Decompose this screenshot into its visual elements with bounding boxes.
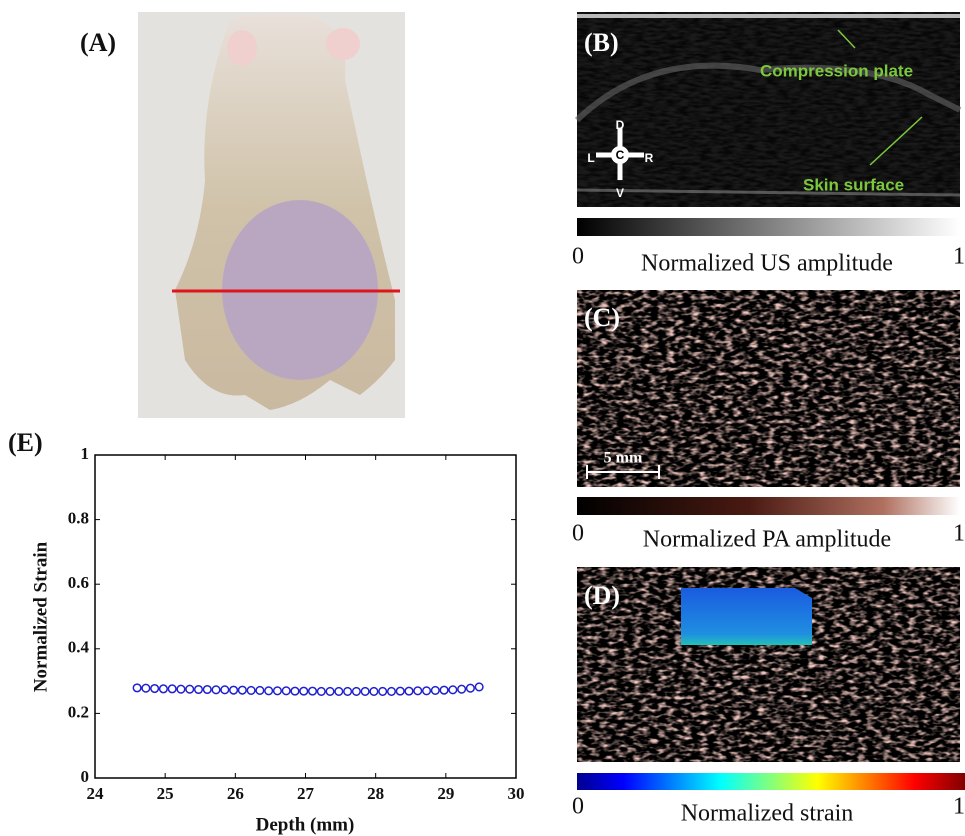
x-tick-label: 25 [157,784,174,803]
colorbar [577,497,960,515]
data-point [237,685,247,695]
x-tick-label: 27 [297,784,315,803]
colorbar-label: Normalized PA amplitude [643,527,891,553]
data-point [378,686,388,696]
data-point [413,686,423,696]
data-point [299,686,309,696]
data-point [465,683,475,693]
orientation-label: D [616,118,625,132]
data-point [351,686,361,696]
panel-label: (B) [584,28,619,57]
y-tick-label: 1 [81,444,90,463]
colorbar-label: Normalized strain [681,801,854,827]
data-point [430,685,440,696]
data-point [141,683,151,693]
y-tick-label: 0.6 [68,573,89,592]
y-tick-label: 0.8 [68,509,89,528]
scale-bar-label: 5 mm [604,450,643,467]
data-point [448,685,458,695]
data-point [167,684,177,694]
data-point [229,685,239,695]
data-point [281,686,291,696]
data-point [132,683,142,693]
data-point [193,684,204,695]
axes-box [94,454,517,779]
colorbar-min: 0 [572,794,584,820]
colorbar-min: 0 [572,521,584,547]
data-point [255,685,265,696]
colorbar-min: 0 [572,244,584,270]
colorbar [577,773,965,790]
colorbar-max: 1 [953,244,965,270]
orientation-label: V [616,186,624,200]
colorbar-max: 1 [953,521,965,547]
x-axis-label: Depth (mm) [256,814,355,835]
data-point [395,686,405,696]
colorbar-label: Normalized US amplitude [641,251,893,277]
data-point [290,686,300,696]
data-point [202,684,212,695]
data-point [176,684,186,694]
data-point [307,686,318,696]
data-point [316,686,326,696]
orientation-label: R [645,151,654,165]
data-point [421,686,432,696]
panel-label: (D) [584,581,620,610]
data-point [158,684,168,694]
annotation: Compression plate [760,61,913,80]
x-tick-label: 24 [87,784,105,803]
x-tick-label: 28 [367,784,384,803]
data-point [439,685,449,695]
data-point [386,686,397,696]
strain-overlay-image [577,567,960,762]
data-point [220,685,230,695]
data-point [246,685,256,696]
y-tick-label: 0.2 [68,702,89,721]
panel-label: (C) [584,303,620,332]
annotation: Skin surface [803,175,904,194]
data-point [272,686,282,696]
data-point [264,686,274,696]
x-tick-label: 26 [227,784,244,803]
x-tick-label: 29 [437,784,454,803]
orientation-label: C [616,148,625,162]
panel-label: (A) [80,28,116,57]
data-point [343,686,353,696]
data-point [404,686,414,696]
orientation-label: L [587,151,594,165]
data-point [325,686,335,696]
x-tick-label: 30 [508,784,525,803]
data-point [211,685,221,695]
data-point [150,683,160,694]
y-tick-label: 0 [81,767,90,786]
data-point [360,686,370,696]
colorbar [577,218,960,236]
colorbar-max: 1 [953,794,965,820]
panel-label: (E) [8,428,43,457]
data-point [474,682,484,692]
data-point [334,686,344,696]
data-point [369,686,379,696]
ultrasound-image [574,12,962,207]
photoacoustic-image [577,290,960,487]
y-axis-label: Normalized Strain [30,541,51,692]
y-tick-label: 0.4 [68,638,90,657]
mouse-photo [138,12,405,418]
data-point [185,684,195,694]
data-point [457,684,467,694]
